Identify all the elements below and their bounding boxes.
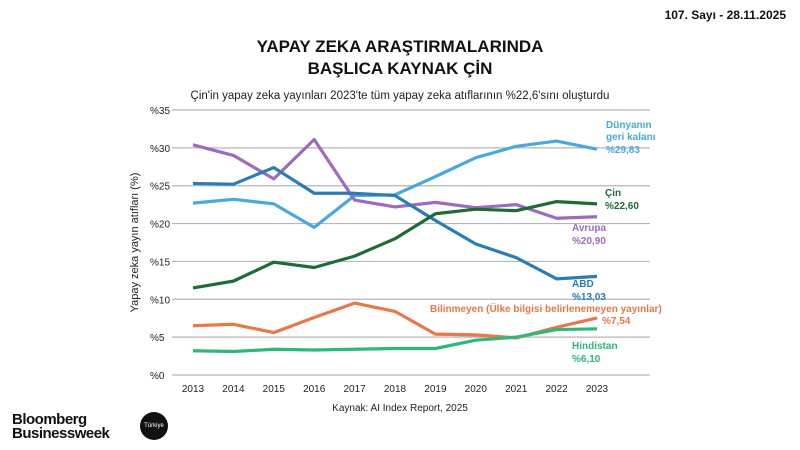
series-end-value: %13,03 xyxy=(572,292,606,303)
chart-title: YAPAY ZEKA ARAŞTIRMALARINDA BAŞLICA KAYN… xyxy=(0,36,800,80)
brand-logo: Bloomberg Businessweek xyxy=(12,411,110,442)
series-label: Çin xyxy=(605,188,621,199)
x-tick-label: 2015 xyxy=(263,384,286,395)
x-tick-label: 2018 xyxy=(384,384,407,395)
x-tick-label: 2023 xyxy=(586,384,609,395)
title-line-2: BAŞLICA KAYNAK ÇİN xyxy=(307,59,493,78)
series-label: geri kalanı xyxy=(606,132,656,143)
y-tick-label: %35 xyxy=(150,106,170,117)
x-tick-label: 2022 xyxy=(545,384,568,395)
y-tick-label: %5 xyxy=(150,333,165,344)
y-tick-label: %20 xyxy=(150,220,170,231)
turkiye-badge: Türkiye xyxy=(140,412,168,440)
title-line-1: YAPAY ZEKA ARAŞTIRMALARINDA xyxy=(256,37,544,56)
logo-line-2: Businessweek xyxy=(12,425,110,442)
y-tick-label: %15 xyxy=(150,257,170,268)
logo-line-1: Bloomberg xyxy=(12,411,87,428)
series-label: Bilinmeyen (Ülke bilgisi belirlenemeyen … xyxy=(430,302,662,315)
series-end-value: %22,60 xyxy=(605,201,639,212)
series-end-value: %6,10 xyxy=(572,354,601,365)
series-line xyxy=(192,327,598,354)
x-tick-label: 2014 xyxy=(222,384,245,395)
series-line xyxy=(192,200,598,290)
x-tick-label: 2016 xyxy=(303,384,326,395)
series-end-value: %7,54 xyxy=(602,316,631,327)
y-axis-label: Yapay zeka yayın atıfları (%) xyxy=(129,173,141,313)
series-end-value: %29,83 xyxy=(606,145,640,156)
series-label: Avrupa xyxy=(572,223,607,234)
x-tick-label: 2013 xyxy=(182,384,205,395)
x-tick-label: 2017 xyxy=(343,384,366,395)
series-label: Dünyanın xyxy=(606,120,652,131)
issue-date: 107. Sayı - 28.11.2025 xyxy=(664,8,786,22)
x-tick-label: 2020 xyxy=(465,384,488,395)
x-tick-label: 2019 xyxy=(424,384,447,395)
y-tick-label: %30 xyxy=(150,144,170,155)
source-note: Kaynak: AI Index Report, 2025 xyxy=(332,403,468,414)
chart-subtitle: Çin'in yapay zeka yayınları 2023'te tüm … xyxy=(190,90,610,102)
y-tick-label: %0 xyxy=(150,371,165,382)
series-line xyxy=(192,139,598,229)
x-tick-label: 2021 xyxy=(505,384,528,395)
series-line xyxy=(192,165,598,281)
series-label: ABD xyxy=(572,279,594,290)
series-end-value: %20,90 xyxy=(572,236,606,247)
y-tick-label: %10 xyxy=(150,295,170,306)
y-tick-label: %25 xyxy=(150,182,170,193)
series-label: Hindistan xyxy=(572,341,618,352)
